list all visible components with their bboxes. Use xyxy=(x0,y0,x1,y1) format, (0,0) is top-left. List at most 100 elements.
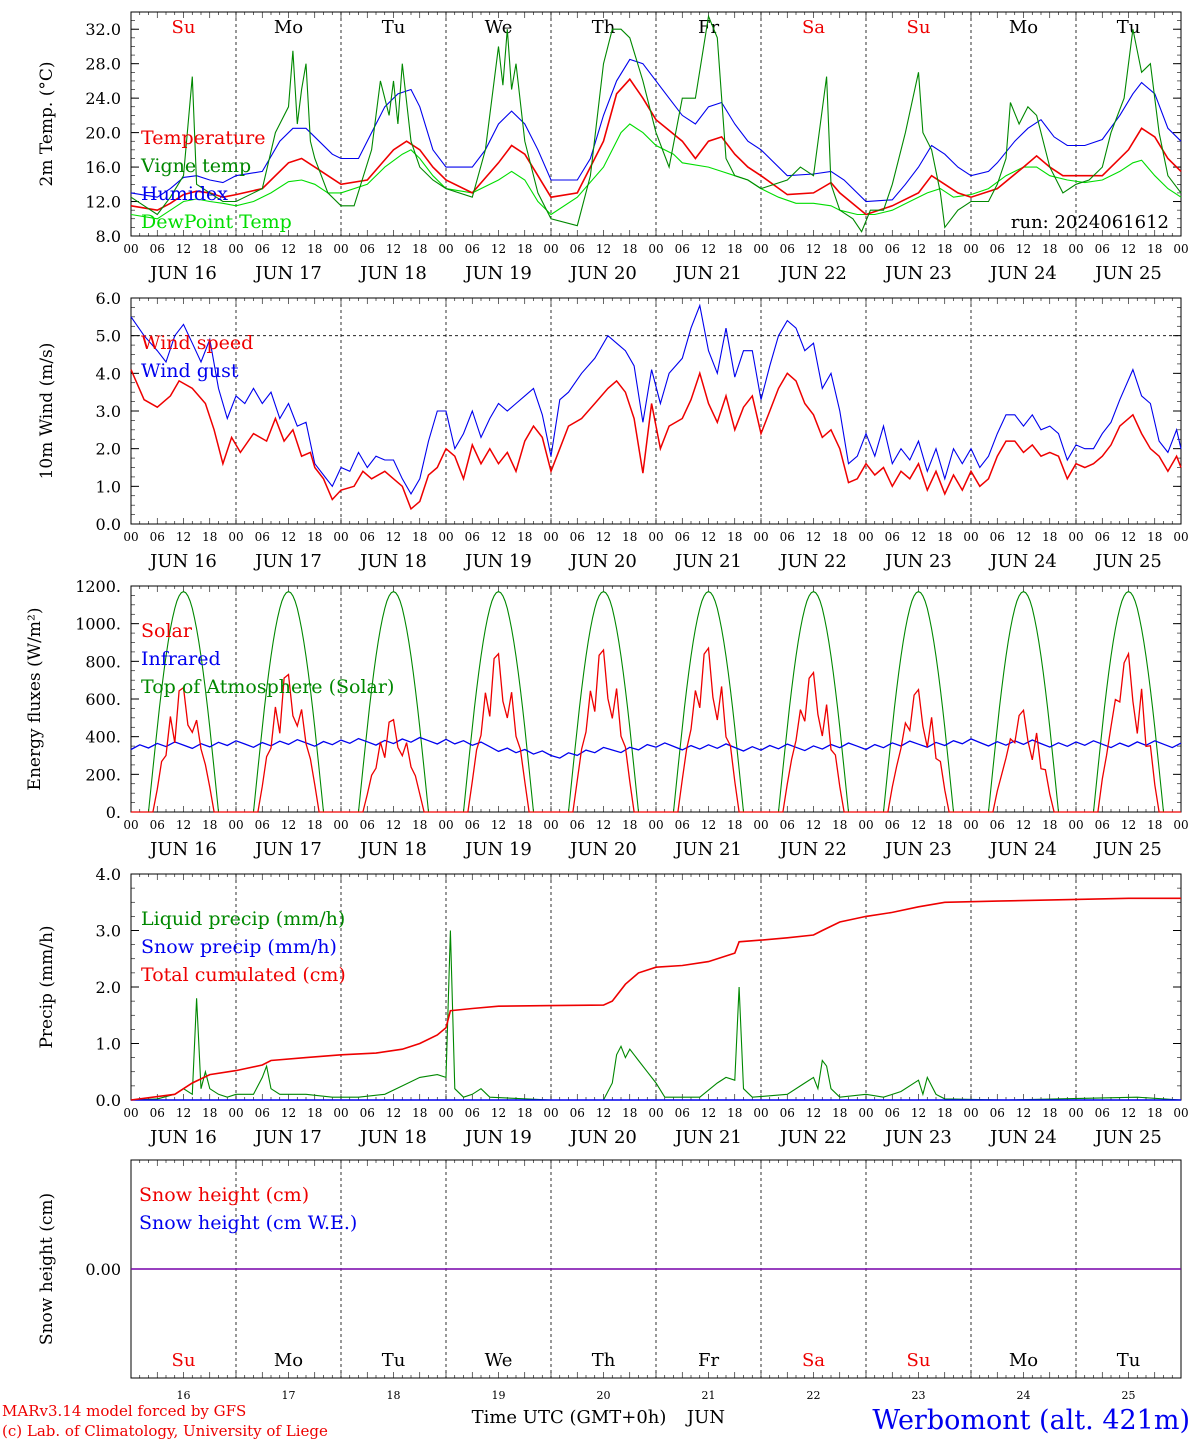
hour-tick-label: 00 xyxy=(963,530,978,544)
hour-tick-label: 18 xyxy=(412,242,427,256)
hour-tick-label: 12 xyxy=(1016,818,1031,832)
legend-snow-height-we: Snow height (cm W.E.) xyxy=(139,1212,357,1234)
y-tick-label: 4.0 xyxy=(96,865,121,884)
footer-credit: (c) Lab. of Climatology, University of L… xyxy=(2,1422,328,1440)
hour-tick-label: 12 xyxy=(1121,530,1136,544)
hour-tick-label: 00 xyxy=(333,1106,348,1120)
hour-tick-label: 00 xyxy=(1068,818,1083,832)
panel-5: 0.00 Snow height (cm) xyxy=(37,1159,1182,1379)
hour-tick-label: 00 xyxy=(753,1106,768,1120)
hour-tick-label: 06 xyxy=(255,530,270,544)
station-label: Werbomont (alt. 421m) xyxy=(872,1405,1190,1436)
hour-tick-label: 06 xyxy=(675,242,690,256)
series-humidex xyxy=(130,58,1182,203)
hour-tick-label: 12 xyxy=(911,1106,926,1120)
legend-toa: Top of Atmosphere (Solar) xyxy=(141,676,394,698)
hour-tick-label: 06 xyxy=(360,242,375,256)
hour-tick-label: 06 xyxy=(570,530,585,544)
legend-total-cumulated: Total cumulated (cm) xyxy=(141,964,346,986)
hour-tick-label: 12 xyxy=(386,1106,401,1120)
date-label: JUN 25 xyxy=(1093,839,1162,860)
hour-tick-label: 12 xyxy=(176,1106,191,1120)
y-tick-label: 0.00 xyxy=(85,1260,121,1279)
hour-tick-label: 12 xyxy=(806,818,821,832)
date-label: JUN 22 xyxy=(778,263,847,284)
date-label: JUN 18 xyxy=(358,551,427,572)
date-label: JUN 18 xyxy=(358,263,427,284)
hour-tick-label: 12 xyxy=(1121,818,1136,832)
hour-tick-label: 12 xyxy=(911,818,926,832)
date-label: JUN 23 xyxy=(883,839,952,860)
hour-tick-label: 12 xyxy=(281,530,296,544)
hour-tick-label: 18 xyxy=(412,1106,427,1120)
hour-tick-label: 12 xyxy=(1121,1106,1136,1120)
hour-tick-label: 18 xyxy=(832,530,847,544)
date-label: JUN 19 xyxy=(463,1127,532,1148)
y-tick-label: 4.0 xyxy=(96,364,121,383)
y-axis-label: 10m Wind (m/s) xyxy=(37,343,57,480)
legend-infrared: Infrared xyxy=(141,648,221,670)
y-axis-label: Precip (mm/h) xyxy=(37,925,57,1048)
hour-tick-label: 06 xyxy=(1095,530,1110,544)
date-label: JUN 20 xyxy=(568,263,637,284)
day-number-label: 23 xyxy=(912,1389,926,1402)
hour-tick-label: 12 xyxy=(386,242,401,256)
y-tick-label: 6.0 xyxy=(96,289,121,308)
hour-tick-label: 06 xyxy=(780,242,795,256)
y-tick-label: 32.0 xyxy=(85,20,121,39)
y-tick-label: 400. xyxy=(85,728,121,747)
date-label: JUN 21 xyxy=(673,839,742,860)
date-label: JUN 19 xyxy=(463,263,532,284)
hour-tick-label: 00 xyxy=(123,818,138,832)
hour-tick-label: 00 xyxy=(963,1106,978,1120)
hour-tick-label: 12 xyxy=(1016,530,1031,544)
hour-tick-label: 18 xyxy=(517,242,532,256)
legend-temperature: Temperature xyxy=(141,127,265,149)
y-tick-label: 2.0 xyxy=(96,440,121,459)
weekday-label: Su xyxy=(907,17,931,38)
hour-tick-label: 18 xyxy=(727,530,742,544)
hour-tick-label: 12 xyxy=(281,1106,296,1120)
date-label: JUN 23 xyxy=(883,551,952,572)
y-tick-label: 20.0 xyxy=(85,124,121,143)
hour-tick-label: 00 xyxy=(753,818,768,832)
hour-tick-label: 18 xyxy=(727,1106,742,1120)
hour-tick-label: 12 xyxy=(701,530,716,544)
hour-tick-label: 18 xyxy=(1147,1106,1162,1120)
y-axis-label: Snow height (cm) xyxy=(37,1193,57,1345)
hour-tick-label: 06 xyxy=(885,242,900,256)
hour-tick-label: 00 xyxy=(858,818,873,832)
hour-tick-label: 12 xyxy=(1016,242,1031,256)
hour-tick-label: 06 xyxy=(255,818,270,832)
hour-tick-label: 12 xyxy=(281,818,296,832)
hour-tick-label: 00 xyxy=(333,818,348,832)
date-label: JUN 23 xyxy=(883,263,952,284)
date-label: JUN 22 xyxy=(778,1127,847,1148)
hour-tick-label: 12 xyxy=(596,818,611,832)
hour-tick-label: 00 xyxy=(1173,818,1188,832)
hour-tick-label: 12 xyxy=(386,818,401,832)
hour-tick-label: 06 xyxy=(465,818,480,832)
hour-tick-label: 00 xyxy=(228,1106,243,1120)
plot-frame xyxy=(130,11,1182,237)
hour-tick-label: 00 xyxy=(123,242,138,256)
hour-tick-label: 00 xyxy=(228,818,243,832)
hour-tick-label: 18 xyxy=(727,818,742,832)
hour-tick-label: 06 xyxy=(255,1106,270,1120)
hour-tick-label: 06 xyxy=(570,818,585,832)
hour-tick-label: 18 xyxy=(1042,818,1057,832)
hour-tick-label: 06 xyxy=(885,1106,900,1120)
date-label: JUN 16 xyxy=(148,1127,217,1148)
date-label: JUN 17 xyxy=(253,551,322,572)
legend-solar: Solar xyxy=(141,620,193,642)
day-number-label: 17 xyxy=(282,1389,296,1402)
y-tick-label: 0. xyxy=(106,803,121,822)
hour-tick-label: 12 xyxy=(491,818,506,832)
hour-tick-label: 18 xyxy=(937,818,952,832)
hour-tick-label: 00 xyxy=(438,530,453,544)
y-tick-label: 3.0 xyxy=(96,402,121,421)
weekday-label: Sa xyxy=(802,17,825,38)
date-label: JUN 24 xyxy=(988,263,1057,284)
hour-tick-label: 12 xyxy=(596,530,611,544)
hour-tick-label: 06 xyxy=(990,530,1005,544)
